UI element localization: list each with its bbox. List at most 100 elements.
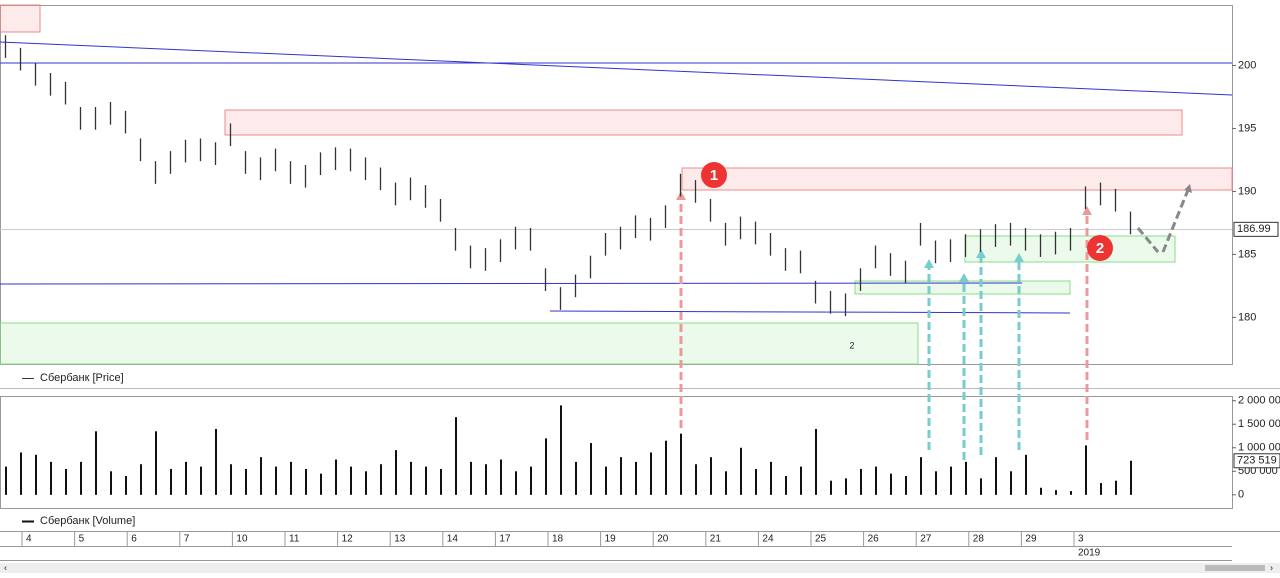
x-tick-label: 11 xyxy=(289,534,300,545)
volume-bar xyxy=(215,428,217,495)
marker-label: 2 xyxy=(1096,240,1104,257)
x-tick-label: 18 xyxy=(552,534,564,545)
x-tick-label: 10 xyxy=(236,534,248,545)
y-tick-label: 1 000 000 xyxy=(1238,442,1280,454)
arrowhead xyxy=(976,249,986,258)
volume-bar xyxy=(125,476,127,495)
volume-bar xyxy=(590,443,592,495)
scroll-right[interactable]: › xyxy=(1270,562,1273,572)
volume-bar xyxy=(485,464,487,495)
volume-bar xyxy=(665,440,667,495)
volume-bar xyxy=(560,405,562,495)
volume-bar xyxy=(470,461,472,495)
volume-bar xyxy=(305,468,307,495)
volume-bar xyxy=(530,466,532,495)
volume-bar xyxy=(260,457,262,495)
volume-bar xyxy=(890,473,892,495)
volume-bar xyxy=(995,457,997,495)
volume-bar xyxy=(140,464,142,495)
volume-bar xyxy=(1085,445,1087,495)
arrowhead xyxy=(1184,184,1192,193)
volume-bar xyxy=(185,461,187,495)
y-tick-label: 195 xyxy=(1238,122,1256,134)
scroll-thumb[interactable] xyxy=(1205,565,1265,571)
volume-bar xyxy=(110,471,112,495)
scrollbar[interactable] xyxy=(0,563,1280,573)
x-tick-label: 13 xyxy=(394,534,406,545)
volume-bar xyxy=(275,466,277,495)
last-volume-label: 723 519 xyxy=(1237,455,1277,467)
trend-line xyxy=(549,310,1071,314)
volume-bar xyxy=(935,471,937,495)
volume-panel xyxy=(0,396,1233,509)
volume-bar xyxy=(35,454,37,495)
volume-bar xyxy=(365,471,367,495)
legend-volume: Сбербанк [Volume] xyxy=(40,515,135,527)
last-price-box xyxy=(1233,221,1279,237)
arrowhead xyxy=(1014,253,1024,262)
volume-bar xyxy=(155,431,157,495)
volume-bar xyxy=(860,468,862,495)
volume-bar xyxy=(515,471,517,495)
zone xyxy=(0,322,919,365)
last-price-label: 186.99 xyxy=(1237,223,1271,235)
arrowhead xyxy=(924,259,934,268)
volume-bar xyxy=(800,466,802,495)
volume-bar xyxy=(905,476,907,495)
volume-bar xyxy=(710,457,712,495)
x-tick-label: 28 xyxy=(973,534,985,545)
volume-bar xyxy=(575,461,577,495)
x-tick-label: 21 xyxy=(710,534,722,545)
arrowhead xyxy=(959,273,969,282)
volume-bar xyxy=(440,468,442,495)
last-volume-box xyxy=(1233,453,1280,469)
volume-bar xyxy=(335,459,337,495)
volume-bar xyxy=(5,466,7,495)
volume-bar xyxy=(95,431,97,495)
x-tick-label: 24 xyxy=(762,534,774,545)
volume-bar xyxy=(455,417,457,495)
arrowhead xyxy=(1082,206,1092,215)
volume-bar xyxy=(725,471,727,495)
y-tick-label: 190 xyxy=(1238,185,1256,197)
volume-bar xyxy=(980,478,982,495)
volume-bar xyxy=(425,466,427,495)
volume-bar xyxy=(1130,460,1132,495)
x-tick-label: 7 xyxy=(184,534,190,545)
volume-bar xyxy=(20,452,22,495)
x-tick-label: 14 xyxy=(447,534,459,545)
zone xyxy=(681,167,1233,191)
volume-bar xyxy=(1115,480,1117,495)
x-tick-label: 25 xyxy=(815,534,827,545)
x-tick-label: 5 xyxy=(79,534,85,545)
x-tick-label: 12 xyxy=(342,534,354,545)
x-tick-label: 17 xyxy=(499,534,511,545)
volume-bar xyxy=(170,468,172,495)
volume-bar xyxy=(410,461,412,495)
y-tick-label: 0 xyxy=(1238,489,1244,501)
y-tick-label: 1 500 000 xyxy=(1238,418,1280,430)
volume-bar xyxy=(755,468,757,495)
arrow xyxy=(1161,189,1190,253)
price-panel xyxy=(0,5,1233,365)
volume-bar xyxy=(875,466,877,495)
volume-bar xyxy=(245,468,247,495)
scroll-left[interactable]: ‹ xyxy=(4,562,7,572)
volume-bar xyxy=(80,461,82,495)
volume-bar xyxy=(230,464,232,495)
x-tick-label: 6 xyxy=(131,534,137,545)
volume-bar xyxy=(680,433,682,495)
x-tick-label: 3 xyxy=(1078,534,1084,545)
volume-bar xyxy=(1025,454,1027,495)
volume-bar xyxy=(785,476,787,495)
volume-bar xyxy=(1055,490,1057,495)
volume-bar xyxy=(950,466,952,495)
x-tick-label: 29 xyxy=(1025,534,1037,545)
y-tick-label: 2 000 000 xyxy=(1238,395,1280,407)
volume-bar xyxy=(500,459,502,495)
volume-bar xyxy=(1010,471,1012,495)
marker xyxy=(701,162,727,188)
volume-bar xyxy=(290,461,292,495)
